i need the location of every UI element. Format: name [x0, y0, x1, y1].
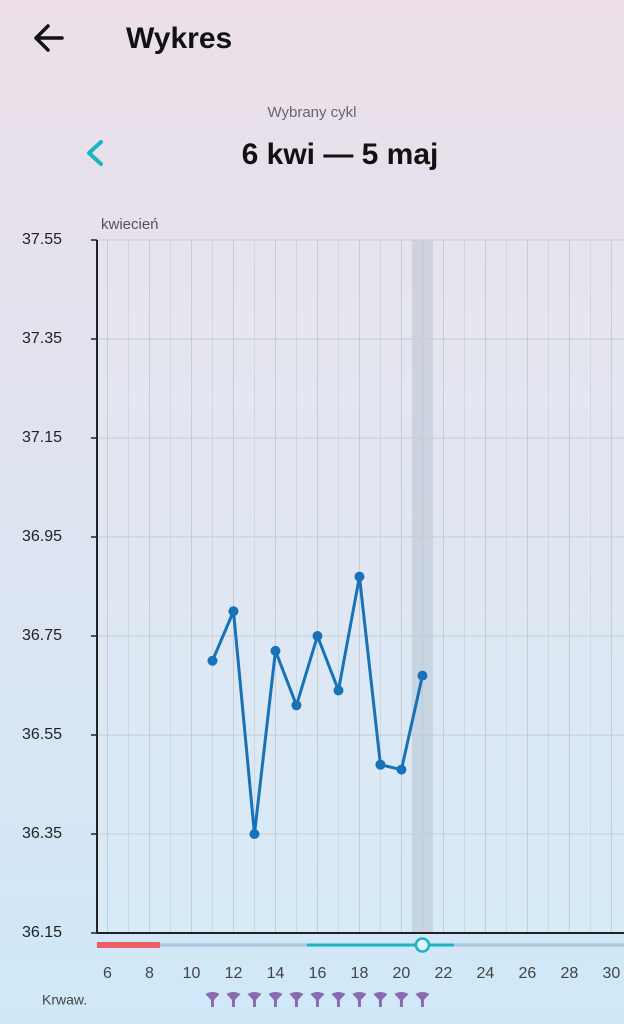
- data-point: [291, 700, 302, 711]
- bleeding-icon: [289, 992, 304, 1007]
- row-label: Krwaw.: [42, 992, 87, 1008]
- y-tick-label: 36.35: [22, 825, 62, 842]
- data-point: [354, 571, 365, 582]
- page-title: Wykres: [126, 22, 232, 55]
- data-point: [417, 670, 428, 681]
- data-point: [375, 759, 386, 770]
- bleeding-icon: [268, 992, 283, 1007]
- chart: 36.15 36.35 36.55 36.75 36.95 37.15 37.35 37.55…: [22, 216, 624, 1008]
- x-tick-label: 18: [351, 965, 369, 982]
- x-tick-label: 14: [267, 965, 285, 982]
- y-tick-label: 37.55: [22, 231, 62, 248]
- x-tick-label: 26: [519, 965, 537, 982]
- x-tick-label: 24: [477, 965, 495, 982]
- x-tick-label: 16: [309, 965, 327, 982]
- y-tick-label: 37.15: [22, 429, 62, 446]
- data-point: [249, 829, 260, 839]
- bleeding-icon: [205, 992, 220, 1007]
- y-tick-label: 36.75: [22, 627, 62, 644]
- cycle-label: Wybrany cykl: [267, 104, 356, 121]
- data-point: [270, 645, 281, 656]
- bleeding-icon: [331, 992, 346, 1007]
- x-tick-label: 30: [603, 965, 621, 982]
- x-tick-label: 12: [225, 965, 243, 982]
- bleeding-icon: [247, 992, 262, 1007]
- x-tick-label: 20: [393, 965, 411, 982]
- y-tick-label: 37.35: [22, 330, 62, 347]
- back-button[interactable]: [34, 24, 64, 52]
- cycle-range: 6 kwi — 5 maj: [242, 138, 439, 171]
- bleeding-icon: [415, 992, 430, 1007]
- y-tick-label: 36.95: [22, 528, 62, 545]
- current-day-column: [411, 240, 433, 933]
- bleeding-icon: [310, 992, 325, 1007]
- y-tick-label: 36.15: [22, 924, 62, 941]
- ovulation-marker: [414, 937, 431, 953]
- data-point: [312, 631, 323, 641]
- prev-cycle-button[interactable]: [87, 140, 103, 166]
- bleeding-icon: [226, 992, 241, 1007]
- x-tick-label: 6: [103, 965, 112, 982]
- bleeding-icon: [394, 992, 409, 1007]
- x-tick-label: 22: [435, 965, 453, 982]
- data-point: [333, 685, 344, 696]
- x-tick-label: 10: [183, 965, 201, 982]
- bleeding-icon: [373, 992, 388, 1007]
- data-point: [396, 764, 407, 775]
- x-tick-label: 8: [145, 965, 154, 982]
- data-point: [207, 655, 218, 666]
- back-arrow[interactable]: [34, 24, 64, 52]
- month-label: kwiecień: [101, 216, 159, 233]
- x-tick-label: 28: [561, 965, 579, 982]
- data-point: [228, 606, 239, 617]
- y-tick-label: 36.55: [22, 726, 62, 743]
- bleeding-icon: [352, 992, 367, 1007]
